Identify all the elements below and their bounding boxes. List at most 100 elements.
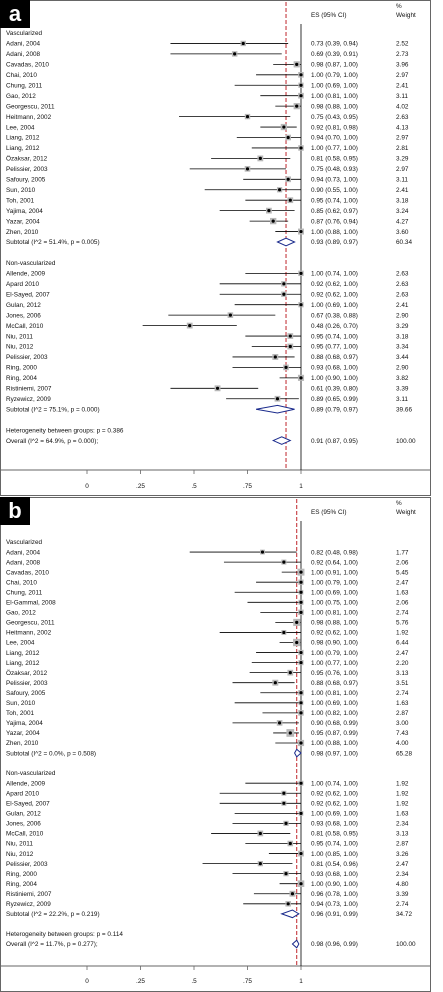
overall-weight: 100.00	[396, 438, 416, 445]
study-label: Pelissier, 2003	[6, 354, 48, 361]
subtotal-weight: 65.28	[396, 750, 412, 757]
es-ci-value: 0.95 (0.76, 1.00)	[311, 670, 358, 677]
study-label: Jones, 2006	[6, 821, 41, 828]
weight-value: 1.92	[396, 630, 409, 637]
weight-value: 3.51	[396, 680, 409, 687]
es-ci-value: 0.92 (0.62, 1.00)	[311, 801, 358, 808]
subtotal-label: Subtotal (I^2 = 0.0%, p = 0.508)	[6, 750, 96, 757]
point-estimate	[299, 851, 303, 856]
point-estimate	[273, 355, 277, 359]
es-ci-value: 1.00 (0.69, 1.00)	[311, 302, 358, 309]
es-ci-value: 1.00 (0.90, 1.00)	[311, 375, 358, 382]
weight-percent-header: %	[396, 3, 402, 10]
study-label: Sun, 2010	[6, 700, 36, 707]
point-estimate	[286, 135, 290, 140]
es-ci-value: 0.94 (0.73, 1.00)	[311, 901, 358, 908]
study-label: Heitmann, 2002	[6, 630, 52, 637]
point-estimate	[288, 671, 292, 675]
study-label: Cavadas, 2010	[6, 62, 49, 69]
point-estimate	[299, 570, 303, 574]
point-estimate	[282, 282, 286, 286]
weight-value: 4.27	[396, 218, 409, 225]
es-ci-value: 0.98 (0.90, 1.00)	[311, 640, 358, 647]
es-ci-value: 0.81 (0.54, 0.96)	[311, 861, 358, 868]
subtotal-weight: 39.66	[396, 406, 412, 413]
point-estimate	[295, 62, 299, 66]
point-estimate	[278, 721, 282, 725]
point-estimate	[299, 711, 303, 715]
study-label: Sun, 2010	[6, 187, 36, 194]
study-label: Chai, 2010	[6, 72, 37, 79]
weight-value: 2.90	[396, 365, 409, 372]
x-tick-label: .25	[136, 978, 145, 985]
weight-value: 3.26	[396, 851, 409, 858]
study-label: Yajima, 2004	[6, 720, 43, 727]
es-ci-value: 1.00 (0.79, 1.00)	[311, 650, 358, 657]
point-estimate	[295, 620, 299, 625]
weight-value: 1.92	[396, 801, 409, 808]
x-tick-label: 0	[85, 483, 89, 490]
point-estimate	[286, 902, 290, 906]
subtotal-label: Subtotal (I^2 = 22.2%, p = 0.219)	[6, 911, 100, 918]
study-label: Yajima, 2004	[6, 208, 43, 215]
study-label: Chai, 2010	[6, 579, 37, 586]
weight-value: 3.39	[396, 386, 409, 393]
overall-weight: 100.00	[396, 941, 416, 948]
point-estimate	[284, 872, 288, 876]
point-estimate	[299, 701, 303, 705]
weight-value: 6.44	[396, 640, 409, 647]
es-ci-value: 0.75 (0.48, 0.93)	[311, 166, 358, 173]
study-label: Ryzewicz, 2009	[6, 396, 51, 403]
weight-value: 3.11	[396, 93, 408, 100]
es-ci-value: 1.00 (0.85, 1.00)	[311, 851, 358, 858]
point-estimate	[299, 83, 303, 87]
weight-value: 4.00	[396, 740, 409, 747]
point-estimate	[282, 791, 286, 795]
es-ci-value: 0.98 (0.88, 1.00)	[311, 620, 358, 627]
panel-frame	[0, 497, 431, 992]
weight-value: 1.63	[396, 811, 409, 818]
panel-letter: b	[8, 498, 21, 523]
study-label: Zhen, 2010	[6, 740, 39, 747]
study-label: Zhen, 2010	[6, 229, 39, 236]
es-ci-value: 0.98 (0.88, 1.00)	[311, 103, 358, 110]
point-estimate	[299, 73, 303, 77]
study-label: El-Sayed, 2007	[6, 801, 50, 808]
point-estimate	[215, 386, 220, 390]
study-label: Pelissier, 2003	[6, 166, 48, 173]
weight-value: 2.47	[396, 650, 409, 657]
es-ci-value: 1.00 (0.81, 1.00)	[311, 93, 358, 100]
point-estimate	[288, 334, 292, 338]
es-ci-value: 1.00 (0.77, 1.00)	[311, 660, 358, 667]
subtotal-label: Subtotal (I^2 = 75.1%, p = 0.000)	[6, 406, 100, 413]
weight-value: 2.41	[396, 82, 409, 89]
es-ci-value: 0.93 (0.68, 1.00)	[311, 871, 358, 878]
weight-value: 2.73	[396, 51, 409, 58]
point-estimate	[282, 560, 286, 564]
point-estimate	[299, 94, 303, 98]
point-estimate	[299, 376, 303, 380]
study-label: Yazar, 2004	[6, 218, 40, 225]
study-label: Ring, 2000	[6, 871, 37, 878]
study-label: Gao, 2012	[6, 610, 36, 617]
point-estimate	[241, 41, 245, 46]
study-label: Niu, 2012	[6, 851, 34, 858]
weight-value: 3.82	[396, 375, 409, 382]
es-ci-value: 0.82 (0.48, 0.98)	[311, 549, 358, 556]
study-label: Pelissier, 2003	[6, 861, 48, 868]
study-label: Apard 2010	[6, 281, 39, 288]
weight-value: 4.13	[396, 124, 409, 131]
point-estimate	[299, 271, 303, 275]
overall-diamond	[291, 939, 300, 949]
point-estimate	[284, 365, 288, 369]
panel-badge	[0, 0, 30, 28]
forest-panel-b: b ES (95% CI)% Weight Vascularized Adani, 20…	[0, 497, 431, 992]
study-label: Özaksar, 2012	[6, 669, 48, 677]
point-estimate	[288, 731, 292, 735]
subtotal-diamond	[294, 748, 302, 758]
es-column-header: ES (95% CI)	[311, 509, 347, 516]
weight-value: 2.47	[396, 861, 409, 868]
group-label: Non-vascularized	[6, 770, 56, 777]
study-label: Niu, 2011	[6, 841, 33, 848]
point-estimate	[295, 104, 299, 108]
